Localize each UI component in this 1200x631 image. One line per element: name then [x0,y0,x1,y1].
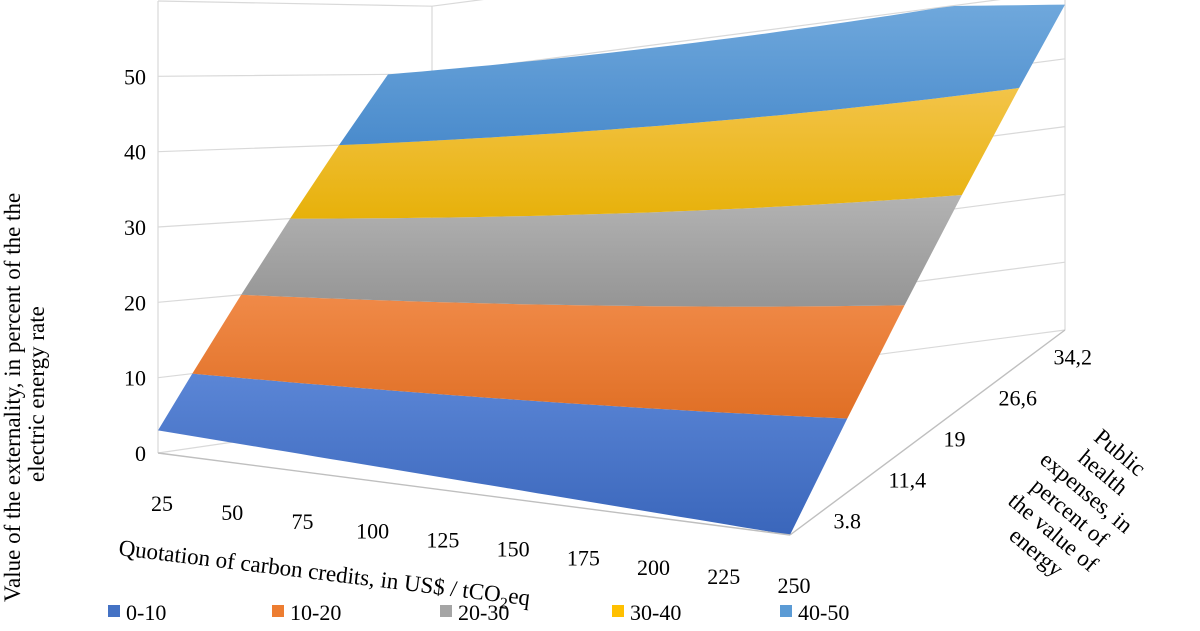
surface-band-30-40 [290,87,1020,219]
z-tick-label: 30 [124,215,146,240]
y-tick-label: 11,4 [889,468,927,493]
y-axis-title: Public health expenses, in percent of th… [1003,424,1150,582]
x-axis-title-subscript: 2 [498,595,508,613]
x-axis-line [157,452,791,536]
legend-label-0-10: 0-10 [126,600,166,625]
surface-band-10-20 [192,294,905,419]
x-axis-ticks: 25 50 75 100 125 150 175 200 225 250 [151,491,811,598]
x-tick-label: 175 [567,546,600,571]
y-tick-label: 19 [944,427,966,452]
x-axis-title-suffix: eq [507,583,532,611]
z-axis-title: Value of the externality, in percent of … [0,193,49,602]
x-tick-label: 200 [637,555,670,580]
z-tick-label: 10 [124,366,146,391]
z-axis-title-line-1: Value of the externality, in percent of … [0,193,25,602]
z-tick-label: 50 [124,64,146,89]
z-axis-title-line-2: electric energy rate [24,306,49,482]
legend-swatch-10-20 [272,605,284,617]
gridline-z-60 [157,0,484,7]
surface-band-0-10 [158,373,848,535]
legend-swatch-40-50 [780,605,792,617]
legend: 0-10 10-20 20-30 30-40 40-50 [108,600,849,625]
z-tick-label: 20 [124,290,146,315]
z-tick-label: 0 [135,441,146,466]
axes [157,329,1066,536]
x-tick-label: 50 [221,500,243,525]
x-tick-label: 100 [356,518,389,543]
x-tick-label: 225 [707,564,740,589]
legend-swatch-0-10 [108,605,120,617]
x-tick-label: 250 [778,573,811,598]
legend-swatch-30-40 [612,605,624,617]
y-tick-label: 3.8 [834,509,862,534]
surface-band-40-50 [339,4,1065,146]
x-tick-label: 150 [497,537,530,562]
surface [158,4,1065,535]
x-tick-label: 125 [426,527,459,552]
legend-swatch-20-30 [440,605,452,617]
legend-label-40-50: 40-50 [798,600,849,625]
legend-label-20-30: 20-30 [458,600,509,625]
y-axis-line [789,329,1066,536]
y-tick-label: 26,6 [999,386,1038,411]
z-axis-ticks: 0 10 20 30 40 50 [124,64,146,466]
y-axis-ticks: 3.8 11,4 19 26,6 34,2 [834,345,1093,534]
x-tick-label: 75 [291,509,313,534]
surface-band-20-30 [241,195,962,307]
x-tick-label: 25 [151,491,173,516]
z-tick-label: 40 [124,140,146,165]
legend-label-10-20: 10-20 [290,600,341,625]
y-tick-label: 34,2 [1054,345,1093,370]
legend-label-30-40: 30-40 [630,600,681,625]
